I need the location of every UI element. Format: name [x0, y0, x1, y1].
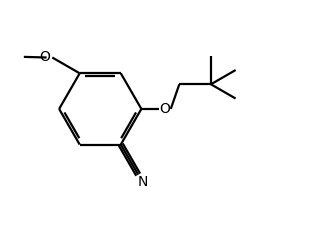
Text: O: O — [160, 102, 170, 116]
Text: O: O — [39, 49, 50, 64]
Text: N: N — [137, 175, 148, 189]
